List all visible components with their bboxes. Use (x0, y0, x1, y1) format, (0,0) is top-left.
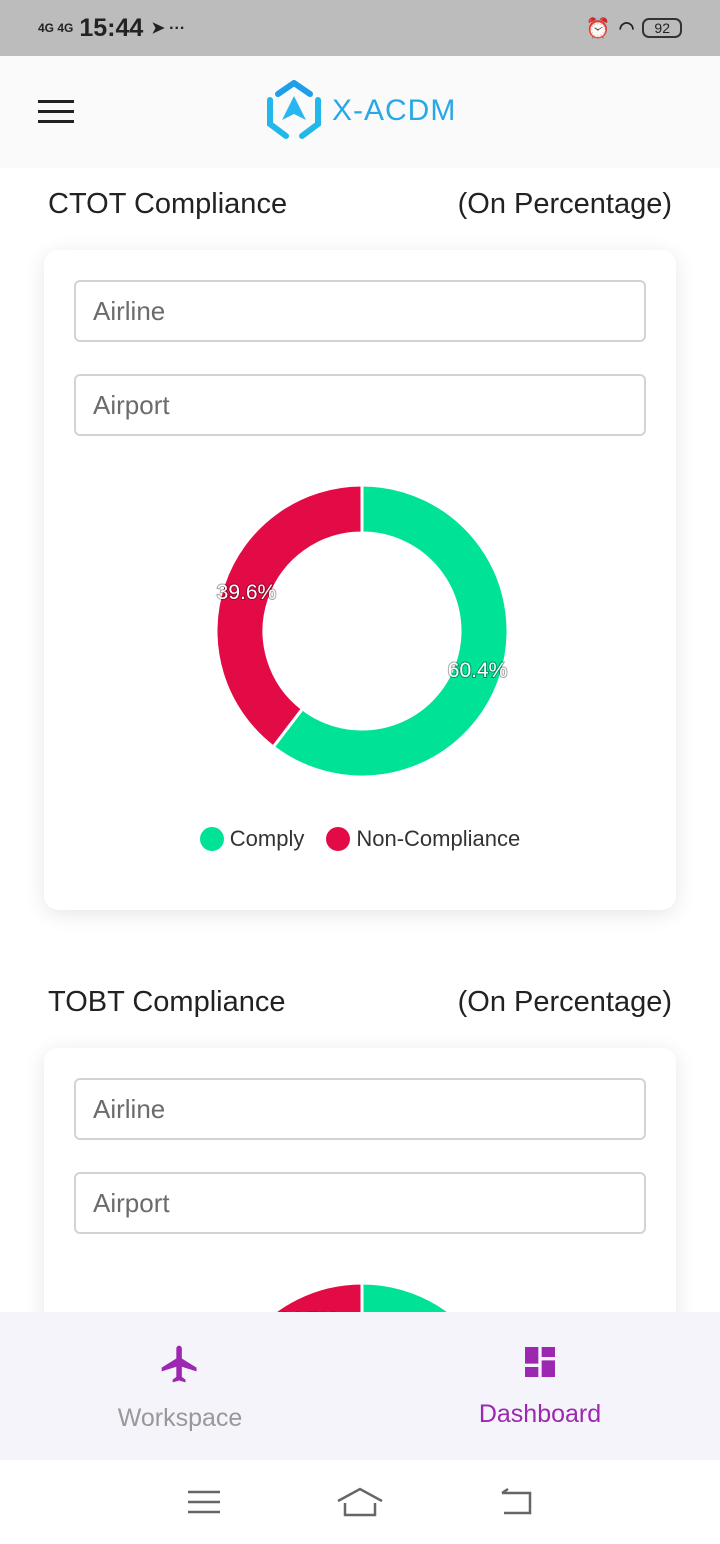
home-icon[interactable] (335, 1485, 385, 1519)
clock: 15:44 (79, 13, 144, 42)
airplane-icon (161, 1345, 197, 1383)
tab-workspace[interactable]: Workspace (0, 1312, 360, 1460)
legend-item-non-compliance[interactable]: Non-Compliance (326, 826, 520, 852)
hamburger-menu-button[interactable] (38, 100, 74, 124)
back-icon[interactable] (498, 1487, 534, 1517)
data-label: 39.6% (217, 581, 277, 604)
system-navigation (0, 1460, 720, 1544)
logo: X-ACDM (264, 80, 456, 142)
ctot-card: Airline Airport 60.4% 39.6% Comply Non-Co… (44, 250, 676, 910)
airline-select[interactable]: Airline (74, 1078, 646, 1140)
donut-slice-non-compliance[interactable] (214, 483, 364, 750)
ctot-section-header: CTOT Compliance (On Percentage) (48, 188, 672, 221)
section-title: CTOT Compliance (48, 188, 288, 220)
alarm-icon: ⏰ (585, 17, 611, 40)
bottom-navigation: Workspace Dashboard (0, 1312, 720, 1460)
legend-dot (326, 827, 351, 851)
battery-icon: 92 (642, 18, 682, 38)
legend-dot (199, 827, 224, 851)
tab-dashboard[interactable]: Dashboard (360, 1312, 720, 1460)
telegram-icon: ➤ ··· (151, 20, 186, 37)
status-bar: 4G 4G 15:44 ➤ ··· ⏰ ◠ 92 (0, 0, 720, 56)
data-label: 60.4% (448, 659, 508, 682)
section-subtitle: (On Percentage) (457, 986, 672, 1018)
donut-slice-comply[interactable] (271, 483, 510, 779)
airport-select[interactable]: Airport (74, 1172, 646, 1234)
dashboard-content[interactable]: CTOT Compliance (On Percentage) Airline … (0, 168, 720, 1544)
tobt-section-header: TOBT Compliance (On Percentage) (48, 986, 672, 1019)
app-header: X-ACDM (0, 56, 720, 168)
legend-item-comply[interactable]: Comply (199, 826, 304, 852)
airport-select[interactable]: Airport (74, 374, 646, 436)
section-title: TOBT Compliance (48, 986, 286, 1018)
signal-icon: 4G 4G (38, 21, 74, 35)
airline-select[interactable]: Airline (74, 280, 646, 342)
logo-icon (267, 80, 321, 139)
wifi-icon: ◠ (618, 17, 635, 38)
ctot-donut-chart: 60.4% 39.6% (214, 483, 510, 779)
chart-legend: Comply Non-Compliance (44, 826, 676, 852)
section-subtitle: (On Percentage) (457, 188, 672, 220)
dashboard-icon (525, 1347, 555, 1377)
menu-icon[interactable] (186, 1487, 222, 1517)
